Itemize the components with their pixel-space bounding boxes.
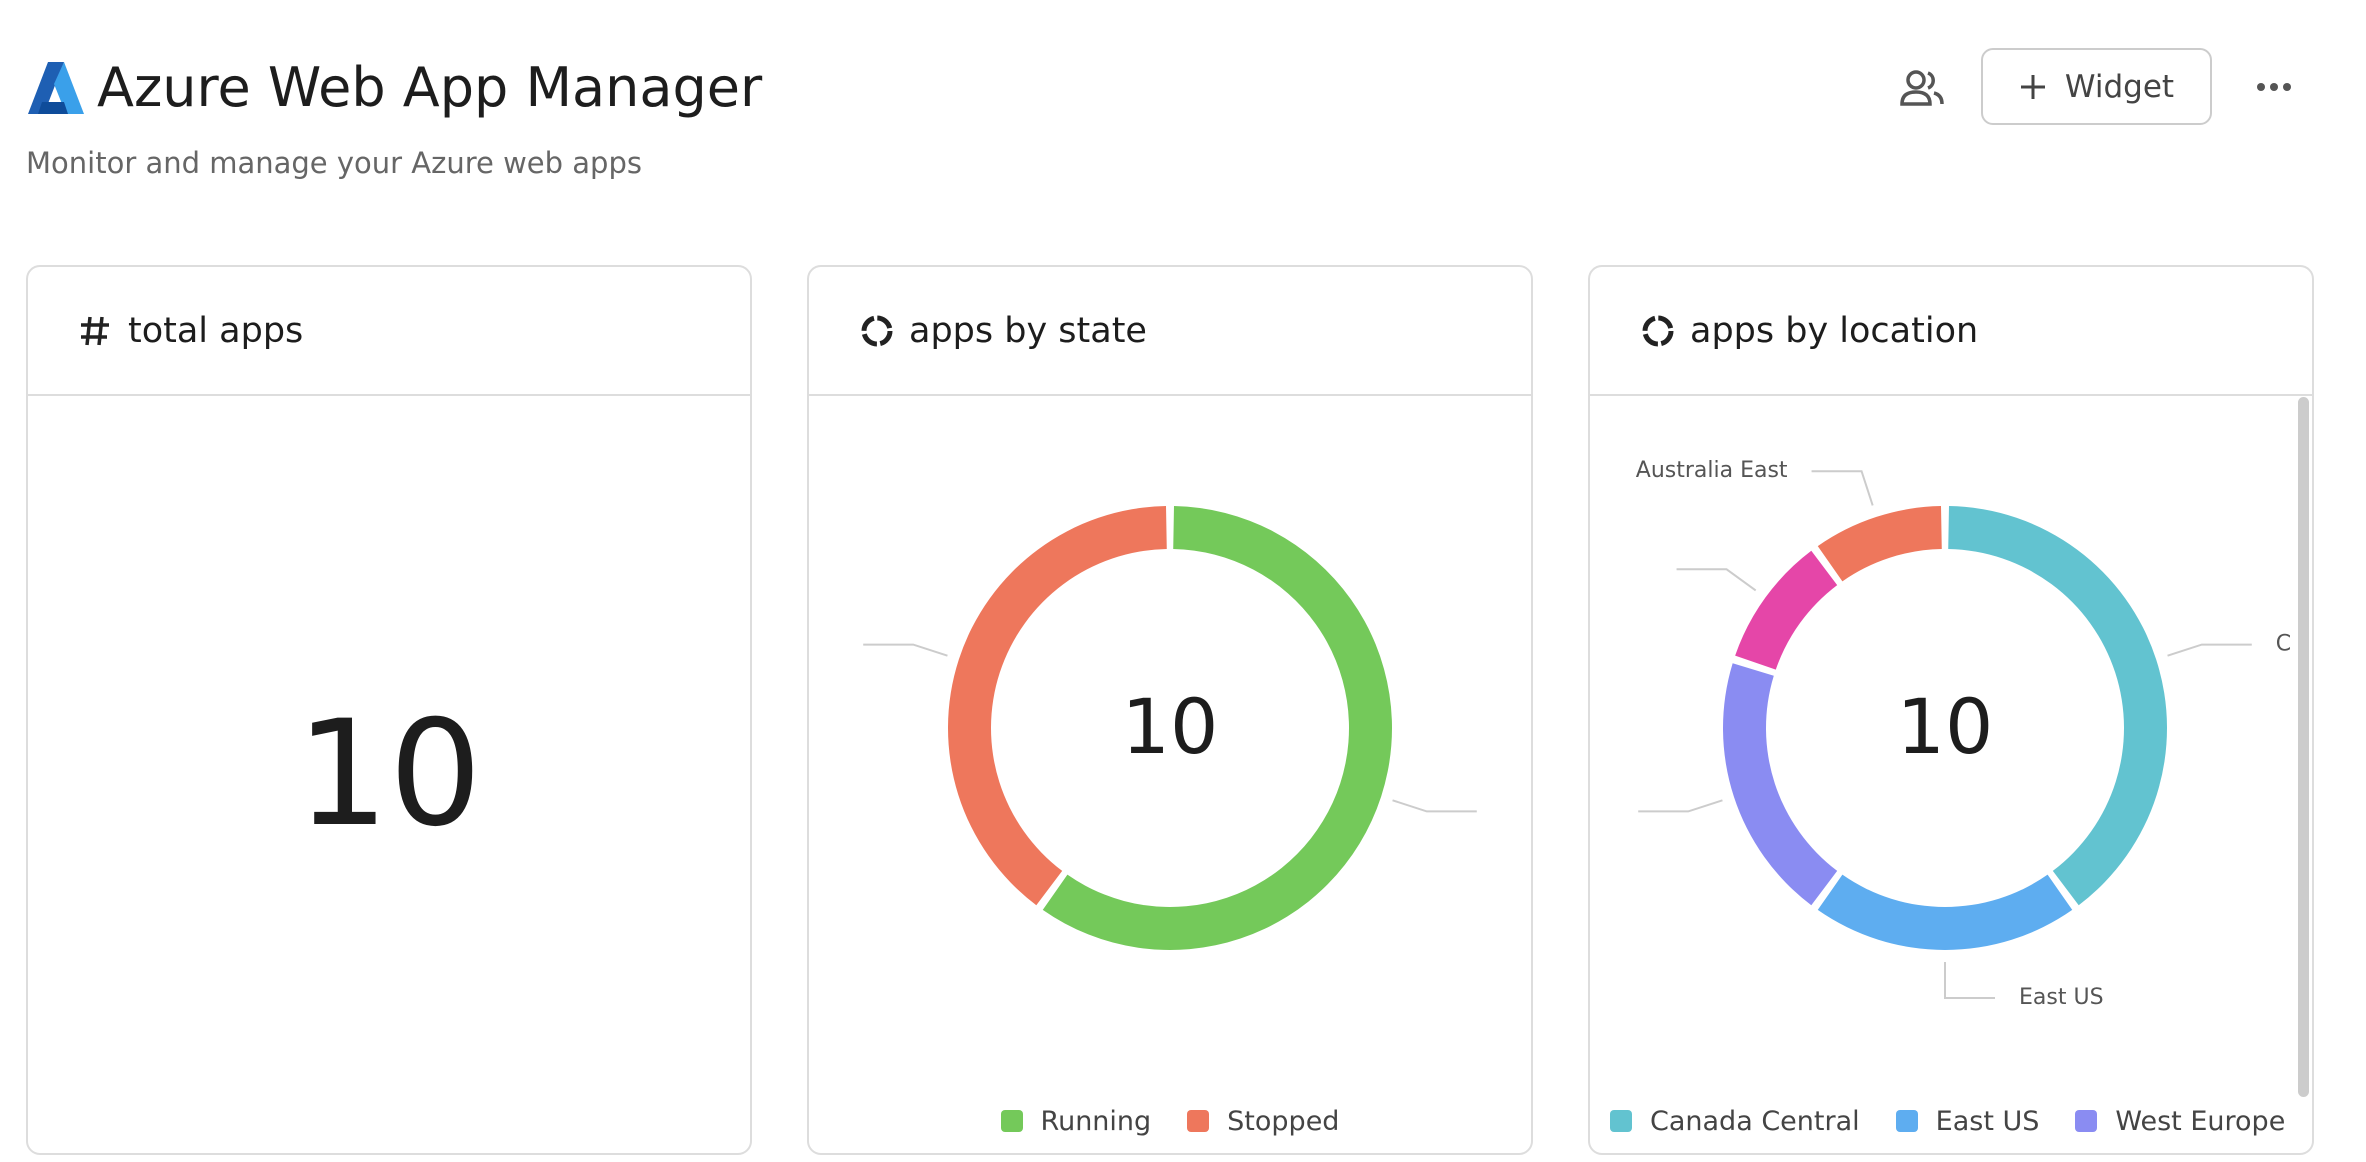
share-icon[interactable] bbox=[1900, 68, 1944, 108]
azure-logo bbox=[28, 62, 84, 114]
donut-segment bbox=[948, 506, 1167, 906]
slice-label: East US bbox=[2019, 985, 2104, 1010]
donut-segment bbox=[1817, 506, 1942, 582]
leader-line bbox=[1811, 470, 1874, 506]
legend-swatch bbox=[1187, 1110, 1210, 1132]
slice-label: Australia East bbox=[1636, 458, 1788, 483]
donut-segment bbox=[1735, 550, 1838, 670]
widget-card: apps by location Canada Central East US We… bbox=[1588, 265, 2314, 1155]
card-header: total apps bbox=[28, 267, 750, 396]
donut-icon bbox=[1642, 315, 1674, 346]
slice-label: Canada Central bbox=[2276, 632, 2290, 657]
legend-label: East US bbox=[1935, 1105, 2040, 1137]
card-title: apps by location bbox=[1690, 310, 1979, 351]
plus-icon bbox=[2020, 74, 2045, 99]
legend-label: West Europe bbox=[2115, 1105, 2286, 1137]
leader-line bbox=[2167, 643, 2252, 657]
donut-segment bbox=[1723, 663, 1838, 906]
legend-item: Canada Central bbox=[1610, 1101, 1860, 1141]
page-title: Azure Web App Manager bbox=[97, 56, 763, 119]
leader-line bbox=[863, 643, 948, 657]
card-title: apps by state bbox=[909, 310, 1147, 351]
center-total: 10 bbox=[1122, 682, 1219, 771]
donut-segment bbox=[1817, 874, 2073, 950]
card-header: apps by location bbox=[1590, 267, 2312, 396]
leader-line bbox=[1638, 799, 1723, 813]
more-menu[interactable] bbox=[2256, 80, 2292, 94]
donut-icon bbox=[861, 315, 893, 346]
donut-chart: RunningStopped10 bbox=[863, 506, 1501, 950]
legend-item: West Europe bbox=[2075, 1101, 2285, 1141]
add-widget-button[interactable]: Widget bbox=[1981, 48, 2212, 125]
scrollbar[interactable] bbox=[2298, 397, 2309, 1097]
donut-segment bbox=[1042, 506, 1392, 950]
leader-line bbox=[1392, 799, 1477, 813]
legend-label: Running bbox=[1040, 1105, 1152, 1137]
hash-icon bbox=[81, 316, 109, 345]
widget-card: apps by state RunningStopped10 RunningSt… bbox=[807, 265, 1533, 1155]
legend: Running Stopped bbox=[829, 1101, 1511, 1141]
legend-swatch bbox=[2075, 1110, 2098, 1132]
leader-line bbox=[1676, 568, 1757, 592]
legend-item: Stopped bbox=[1187, 1101, 1339, 1141]
page-subtitle: Monitor and manage your Azure web apps bbox=[26, 146, 642, 180]
legend-item: Running bbox=[1000, 1101, 1152, 1141]
card-header: apps by state bbox=[809, 267, 1531, 396]
legend-label: Canada Central bbox=[1650, 1105, 1860, 1137]
leader-line bbox=[1944, 962, 1995, 999]
legend-swatch bbox=[1610, 1110, 1632, 1132]
legend-item: East US bbox=[1895, 1101, 2040, 1141]
card-title: total apps bbox=[128, 310, 304, 351]
widget-card: total apps 10 bbox=[26, 265, 752, 1155]
center-total: 10 bbox=[1897, 682, 1994, 771]
legend-swatch bbox=[1895, 1110, 1918, 1132]
donut-segment bbox=[1948, 506, 2167, 906]
button-label: Widget bbox=[2064, 68, 2175, 105]
legend-swatch bbox=[1000, 1110, 1023, 1132]
legend-label: Stopped bbox=[1227, 1105, 1340, 1137]
stat-value: 10 bbox=[296, 688, 482, 859]
